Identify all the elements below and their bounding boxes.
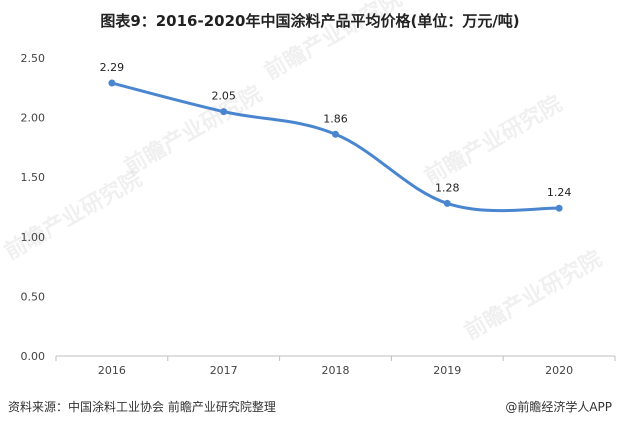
y-tick-label: 1.50 xyxy=(21,171,46,184)
watermark-text: 前瞻产业研究院 xyxy=(420,91,566,191)
data-label: 1.24 xyxy=(547,186,572,199)
data-label: 2.05 xyxy=(211,90,236,103)
y-tick-label: 0.00 xyxy=(21,350,46,363)
footer: 资料来源：中国涂料工业协会 前瞻产业研究院整理 @前瞻经济学人APP xyxy=(8,398,612,418)
data-point xyxy=(555,204,563,212)
brand-credit: @前瞻经济学人APP xyxy=(505,400,612,414)
data-point xyxy=(332,130,339,138)
watermark-text: 前瞻产业研究院 xyxy=(120,81,266,181)
y-tick-label: 2.00 xyxy=(21,112,46,125)
data-label: 1.86 xyxy=(323,112,348,125)
data-label: 2.29 xyxy=(100,61,125,74)
watermark-text: 前瞻产业研究院 xyxy=(460,246,606,346)
source-note: 资料来源：中国涂料工业协会 前瞻产业研究院整理 xyxy=(8,400,276,414)
x-tick-label: 2018 xyxy=(322,364,350,377)
x-axis-ticks: 2016 2017 2018 2019 2020 xyxy=(55,356,616,377)
data-points xyxy=(108,79,563,212)
data-point xyxy=(108,79,116,87)
y-tick-label: 2.50 xyxy=(21,52,46,65)
data-point xyxy=(443,199,451,207)
data-label: 1.28 xyxy=(435,181,460,194)
x-tick-label: 2017 xyxy=(210,364,238,377)
data-point xyxy=(220,108,228,116)
watermark-text: 前瞻产业研究院 xyxy=(260,0,406,85)
x-tick-label: 2016 xyxy=(98,364,126,377)
x-tick-label: 2019 xyxy=(433,364,461,377)
data-labels: 2.29 2.05 1.86 1.28 1.24 xyxy=(100,61,572,199)
x-tick-label: 2020 xyxy=(545,364,573,377)
y-tick-label: 0.50 xyxy=(21,290,46,303)
y-tick-label: 1.00 xyxy=(21,231,46,244)
y-axis-ticks: 0.00 0.50 1.00 1.50 2.00 2.50 xyxy=(21,52,46,363)
chart-title: 图表9：2016-2020年中国涂料产品平均价格(单位：万元/吨) xyxy=(100,12,520,30)
